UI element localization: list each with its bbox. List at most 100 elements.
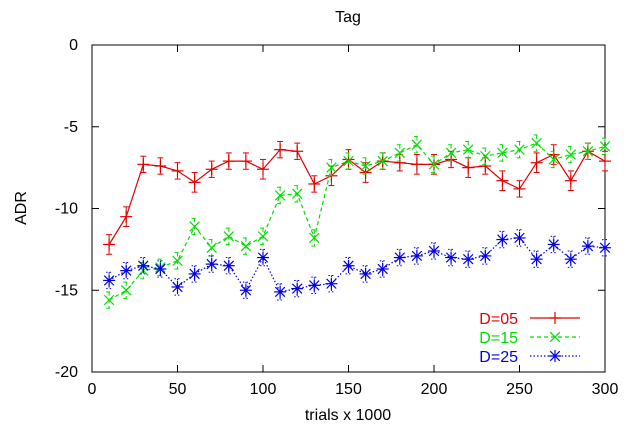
data-point [410,249,423,262]
data-point [530,253,543,266]
data-point [171,280,184,293]
x-axis: 0 50 100 150 200 250 300 [88,45,619,398]
data-point [154,159,167,172]
data-point [462,144,474,155]
data-point [120,285,132,296]
data-point [547,238,560,251]
data-point [496,174,509,187]
data-point [377,155,388,167]
data-point [308,279,321,292]
data-point [257,231,269,242]
data-point [479,159,492,172]
data-point [103,274,116,287]
data-point [599,141,611,152]
data-point [171,164,184,177]
data-point [514,144,525,155]
data-point [205,258,218,271]
data-point [581,240,594,253]
legend-item: D=25 [479,349,580,366]
data-point [360,160,371,172]
data-point [599,155,611,168]
data-point [205,163,218,176]
x-tick-label: 100 [250,381,277,398]
y-tick-label: -20 [55,364,78,381]
data-point [154,262,167,275]
data-point [291,188,303,200]
data-point [582,146,594,157]
data-point [274,285,287,298]
data-point [206,242,217,253]
data-point [308,177,321,190]
data-point [530,156,543,169]
data-point [223,231,235,242]
data-point [513,182,526,195]
x-tick-label: 300 [592,381,619,398]
data-point [137,158,150,171]
data-point [393,251,406,264]
series-d-25 [103,229,611,301]
data-point [445,147,457,159]
data-point [309,232,320,244]
plot-frame [91,44,606,373]
data-point [326,162,337,173]
data-point [428,159,440,170]
legend-item: D=05 [479,311,580,328]
data-point [137,259,150,272]
data-point [189,221,200,232]
data-point [411,139,423,150]
data-point [274,190,286,201]
data-point [548,154,559,165]
x-tick-label: 200 [421,381,448,398]
legend: D=05 D=15 D=25 [479,311,580,366]
chart-title: Tag [335,9,361,26]
data-point [222,155,235,168]
data-point [480,150,491,162]
data-point [239,284,252,297]
data-point [428,245,440,258]
data-point [120,210,133,223]
series-line [108,148,606,245]
data-point [564,253,577,266]
plot-area: 0 50 100 150 200 250 300 0 -5 -10 -15 -20 [55,37,619,398]
data-point [496,233,509,246]
x-tick-label: 150 [335,381,362,398]
data-point [343,155,354,167]
x-tick-label: 250 [506,381,533,398]
y-tick-label: 0 [69,37,78,54]
series-line [108,142,606,301]
data-point [240,240,252,252]
data-point [103,238,116,251]
data-point [565,149,577,160]
data-point [188,176,201,189]
data-point [120,264,133,277]
y-axis: 0 -5 -10 -15 -20 [55,37,605,381]
legend-marker [549,331,561,343]
legend-marker [549,350,561,362]
y-tick-label: -15 [55,282,78,299]
x-axis-label: trials x 1000 [305,407,391,424]
legend-label: D=05 [479,311,518,328]
x-tick-label: 50 [169,381,187,398]
data-point [291,145,304,158]
y-axis-label: ADR [13,191,30,225]
data-point [172,255,183,267]
series-line [108,237,606,293]
legend-label: D=25 [479,349,518,366]
legend-marker [549,312,561,324]
data-point [325,277,338,290]
data-point [274,143,287,156]
data-point [359,267,372,280]
data-point [497,147,508,159]
data-point [222,259,235,272]
data-point [462,253,475,266]
series-layer [103,134,611,309]
data-point [342,259,355,272]
data-point [291,282,304,295]
data-point [599,241,611,254]
data-point [257,163,269,176]
data-point [445,251,458,264]
data-point [410,158,423,171]
data-point [513,231,526,244]
y-tick-label: -10 [55,201,78,218]
